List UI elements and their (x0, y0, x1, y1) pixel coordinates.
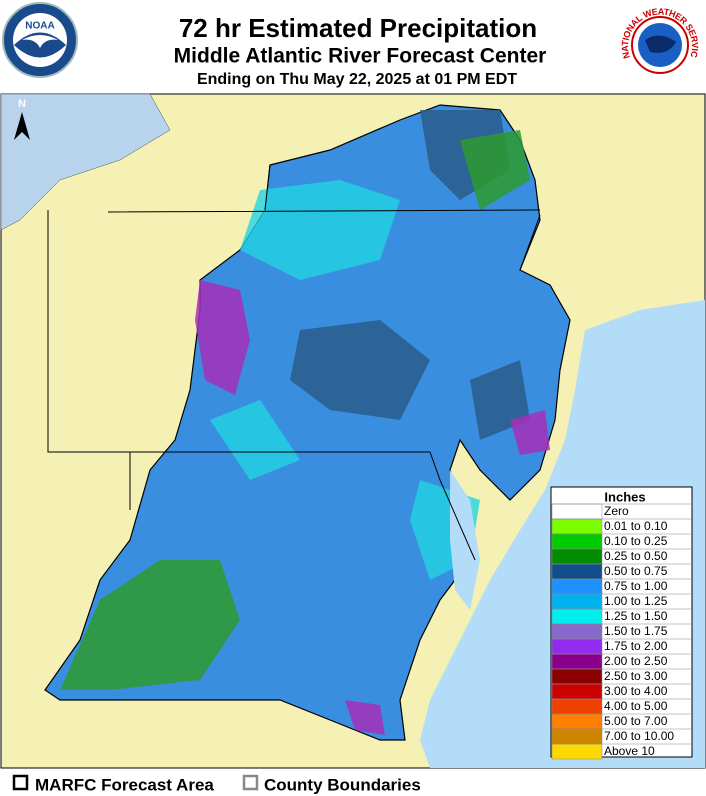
legend-label: 2.50 to 3.00 (604, 669, 668, 683)
legend-swatch (551, 503, 603, 520)
chesapeake-bay (450, 470, 480, 610)
legend-swatch (551, 728, 603, 745)
header-bg (0, 0, 706, 94)
legend-label: 0.10 to 0.25 (604, 534, 668, 548)
legend-label: 0.25 to 0.50 (604, 549, 668, 563)
period: Ending on Thu May 22, 2025 at 01 PM EDT (197, 71, 517, 88)
legend-label: Zero (604, 504, 629, 518)
legend-label: 2.00 to 2.50 (604, 654, 668, 668)
legend-swatch (551, 743, 603, 760)
legend-label: Above 10 (604, 744, 655, 758)
north-label: N (18, 98, 26, 110)
legend-swatch (551, 638, 603, 655)
legend-swatch (551, 533, 603, 550)
marfc-icon (12, 774, 29, 791)
north-arrow (14, 112, 30, 140)
legend-label: 1.25 to 1.50 (604, 609, 668, 623)
legend-label: 1.50 to 1.75 (604, 624, 668, 638)
legend-swatch (551, 653, 603, 670)
footer-item: County Boundaries (264, 775, 421, 794)
title: 72 hr Estimated Precipitation (179, 13, 537, 43)
state-lines (47, 164, 541, 561)
legend-swatch (551, 578, 603, 595)
subtitle: Middle Atlantic River Forecast Center (174, 45, 547, 68)
legend-label: 0.75 to 1.00 (604, 579, 668, 593)
legend-swatch (551, 713, 603, 730)
legend-label: 4.00 to 5.00 (604, 699, 668, 713)
lake-ontario (0, 93, 171, 231)
footer-item: MARFC Forecast Area (35, 775, 214, 794)
legend-label: 1.75 to 2.00 (604, 639, 668, 653)
footer: MARFC Forecast Area County Boundaries (12, 774, 421, 794)
precip-green (60, 130, 530, 690)
legend-label: 5.00 to 7.00 (604, 714, 668, 728)
legend-label: 7.00 to 10.00 (604, 729, 674, 743)
legend-swatch (551, 608, 603, 625)
legend-swatch (551, 593, 603, 610)
legend-swatch (551, 548, 603, 565)
legend-swatch (551, 623, 603, 640)
noaa-text: NOAA (25, 21, 54, 32)
legend-swatch (551, 518, 603, 535)
legend-label: 0.01 to 0.10 (604, 519, 668, 533)
noaa-logo: NOAA (2, 2, 78, 78)
legend-swatch (551, 668, 603, 685)
precip-purple (195, 280, 550, 735)
county-icon (242, 774, 259, 791)
legend-label: 0.50 to 0.75 (604, 564, 668, 578)
legend-label: 3.00 to 4.00 (604, 684, 668, 698)
precip-dark (290, 110, 530, 440)
legend-swatch (551, 698, 603, 715)
legend-swatch (551, 683, 603, 700)
legend-swatch (551, 563, 603, 580)
legend-title: Inches (604, 489, 645, 504)
legend-label: 1.00 to 1.25 (604, 594, 668, 608)
